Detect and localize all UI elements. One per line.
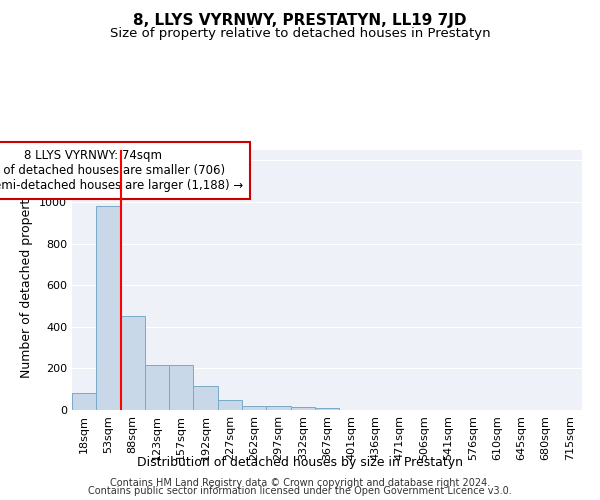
- Bar: [121, 316, 145, 410]
- Bar: [266, 406, 290, 410]
- Bar: [145, 366, 169, 410]
- Bar: [169, 366, 193, 410]
- Bar: [72, 394, 96, 410]
- Y-axis label: Number of detached properties: Number of detached properties: [20, 182, 34, 378]
- Bar: [290, 407, 315, 410]
- Text: 8 LLYS VYRNWY: 74sqm
← 37% of detached houses are smaller (706)
62% of semi-deta: 8 LLYS VYRNWY: 74sqm ← 37% of detached h…: [0, 150, 243, 192]
- Bar: [96, 206, 121, 410]
- Bar: [315, 408, 339, 410]
- Bar: [242, 406, 266, 410]
- Text: Contains public sector information licensed under the Open Government Licence v3: Contains public sector information licen…: [88, 486, 512, 496]
- Bar: [218, 400, 242, 410]
- Text: 8, LLYS VYRNWY, PRESTATYN, LL19 7JD: 8, LLYS VYRNWY, PRESTATYN, LL19 7JD: [133, 12, 467, 28]
- Text: Distribution of detached houses by size in Prestatyn: Distribution of detached houses by size …: [137, 456, 463, 469]
- Text: Size of property relative to detached houses in Prestatyn: Size of property relative to detached ho…: [110, 28, 490, 40]
- Text: Contains HM Land Registry data © Crown copyright and database right 2024.: Contains HM Land Registry data © Crown c…: [110, 478, 490, 488]
- Bar: [193, 386, 218, 410]
